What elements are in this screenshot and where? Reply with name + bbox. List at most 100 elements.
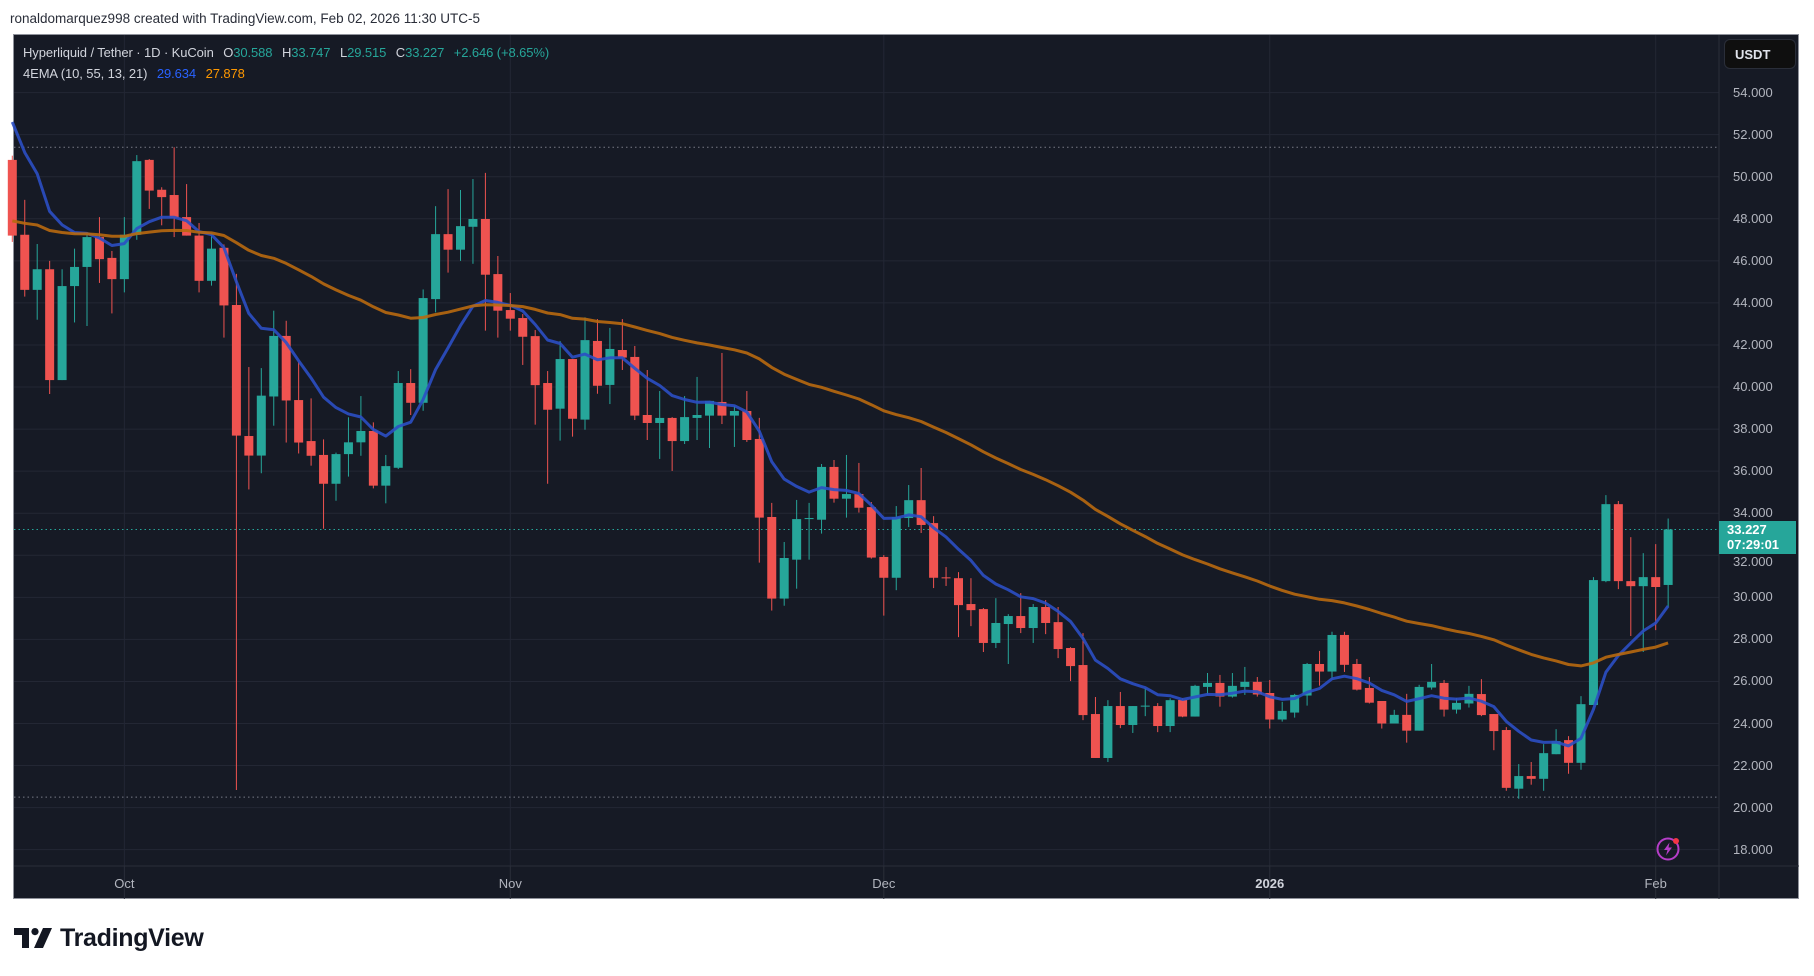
candle-body <box>966 604 976 611</box>
chart-credit-text: ronaldomarquez998 created with TradingVi… <box>10 11 481 26</box>
legend-symbol[interactable]: Hyperliquid / Tether · 1D · KuCoin <box>23 45 214 60</box>
lightning-alert-icon[interactable] <box>1655 836 1681 862</box>
candle-up <box>1028 604 1038 643</box>
candle-up <box>1389 709 1399 724</box>
legend-ohlc: Hyperliquid / Tether · 1D · KuCoin O30.5… <box>23 45 549 60</box>
candle-down <box>1315 650 1325 686</box>
candle-body <box>219 247 229 306</box>
candle-body <box>1588 580 1598 705</box>
candle-body <box>1476 694 1486 716</box>
price-tick-label: 50.000 <box>1733 168 1773 184</box>
candle-body <box>1427 681 1437 688</box>
legend-high: 33.747 <box>291 45 331 60</box>
candle-up <box>1277 701 1287 722</box>
candle-body <box>169 195 179 218</box>
candle-down <box>294 361 304 454</box>
legend-high-label: H <box>281 45 292 60</box>
candle-down <box>630 346 640 421</box>
chart-panel[interactable] <box>13 34 1799 899</box>
candle-body <box>705 400 714 416</box>
candle-up <box>1638 553 1648 652</box>
price-tick-label: 46.000 <box>1733 252 1773 268</box>
candle-body <box>866 507 876 558</box>
candle-up <box>904 485 914 528</box>
candle-down <box>1377 700 1387 729</box>
price-tick-label: 22.000 <box>1733 757 1773 773</box>
candle-body <box>1140 705 1150 707</box>
candle-body <box>1240 681 1250 687</box>
candle-body <box>754 438 764 518</box>
candle-body <box>879 556 889 578</box>
candle-up <box>1003 614 1013 664</box>
candle-up <box>555 340 565 441</box>
candle-up <box>841 454 851 518</box>
candle-body <box>941 577 951 579</box>
candle-body <box>1028 606 1038 629</box>
candle-down <box>107 250 117 314</box>
time-tick-label: Oct <box>114 876 135 891</box>
price-tick-label: 54.000 <box>1733 84 1773 100</box>
candle-body <box>1053 622 1063 650</box>
candle-body <box>1501 730 1511 788</box>
candle-body <box>319 454 329 484</box>
candle-down <box>866 502 876 559</box>
candle-body <box>82 237 92 267</box>
candle-body <box>1377 700 1387 724</box>
candle-up <box>468 179 478 264</box>
candle-body <box>94 237 104 260</box>
candle-up <box>1601 495 1611 583</box>
candle-body <box>854 494 864 508</box>
tradingview-logo[interactable]: TradingView <box>14 923 204 952</box>
currency-button[interactable]: USDT <box>1724 39 1796 69</box>
candle-body <box>680 417 690 442</box>
candle-up <box>381 454 391 504</box>
candle-body <box>742 410 752 441</box>
candle-down <box>157 187 167 226</box>
candle-body <box>20 234 30 290</box>
candle-up <box>70 248 80 323</box>
candle-down <box>978 608 988 652</box>
candle-body <box>1190 685 1200 717</box>
price-tick-label: 48.000 <box>1733 210 1773 226</box>
candles <box>7 147 1673 799</box>
candle-down <box>717 352 727 425</box>
candle-down <box>1066 647 1076 682</box>
candle-body <box>1178 699 1188 717</box>
candle-body <box>1165 700 1175 727</box>
candle-up <box>393 371 403 470</box>
candle-down <box>493 256 503 338</box>
candle-body <box>543 383 553 410</box>
candle-up <box>1514 764 1524 799</box>
candle-body <box>729 410 739 416</box>
candle-body <box>1041 606 1051 623</box>
grid-lines <box>14 35 1719 899</box>
candle-body <box>182 217 192 236</box>
candle-down <box>194 222 204 293</box>
candle-down <box>1626 537 1636 637</box>
candle-down <box>966 578 976 627</box>
candle-body <box>1514 776 1524 789</box>
logo-text: TradingView <box>60 923 204 952</box>
price-tick-label: 28.000 <box>1733 631 1773 647</box>
candle-up <box>1588 577 1598 705</box>
candle-body <box>443 234 453 250</box>
candle-down <box>954 572 963 638</box>
candle-body <box>1339 634 1349 665</box>
candle-body <box>1203 682 1212 687</box>
candle-down <box>916 467 926 533</box>
ema-fast-value: 29.634 <box>156 66 197 81</box>
candle-down <box>1476 679 1486 717</box>
price-tick-label: 30.000 <box>1733 589 1773 605</box>
candle-body <box>841 494 851 499</box>
last-price-label: 33.227 07:29:01 <box>1719 521 1796 554</box>
indicator-name[interactable]: 4EMA (10, 55, 13, 21) <box>23 66 148 81</box>
candle-up <box>82 233 92 327</box>
candle-body <box>269 335 279 397</box>
candle-up <box>1576 696 1586 770</box>
candle-body <box>1551 741 1561 755</box>
candle-up <box>1414 684 1424 731</box>
candle-up <box>1427 663 1437 690</box>
candle-down <box>1053 606 1063 659</box>
candle-body <box>132 161 142 235</box>
